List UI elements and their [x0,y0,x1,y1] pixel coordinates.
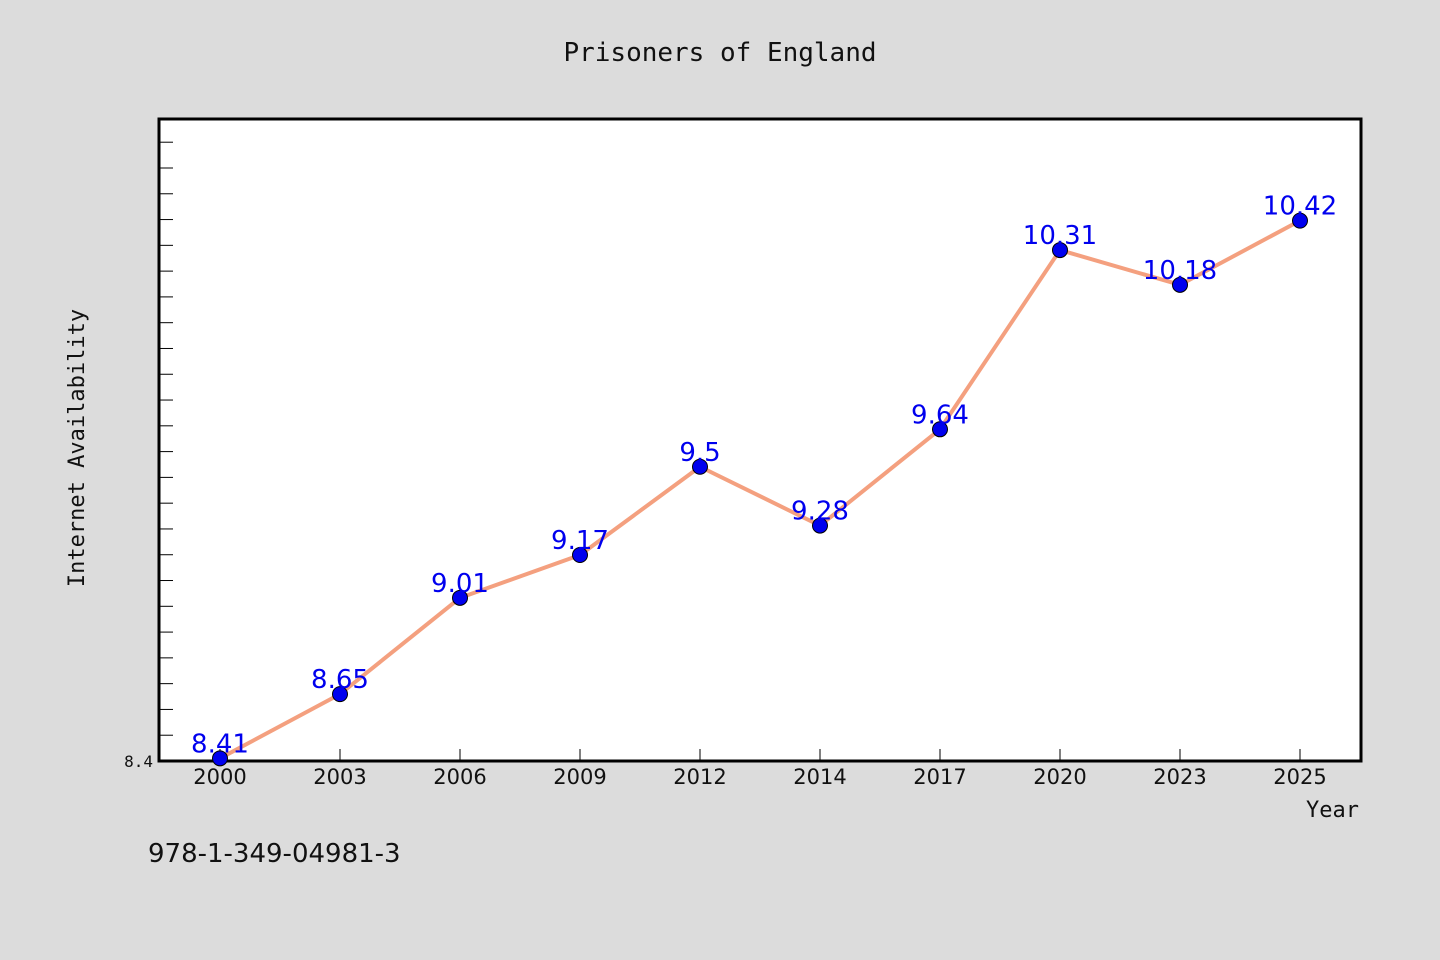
data-point [332,686,348,703]
data-label: 9.17 [551,526,609,556]
x-tick-label: 2023 [1153,765,1206,789]
y-axis-ticks: 8.4 [124,141,173,771]
y-axis-label: Internet Availability [65,309,90,587]
data-point [572,547,588,564]
data-point [692,458,708,475]
plot-area [157,117,1363,763]
chart-title: Prisoners of England [563,38,876,68]
data-point [212,750,228,767]
data-label: 10.18 [1143,256,1217,286]
x-tick-label: 2025 [1273,765,1326,789]
data-point [452,589,468,606]
data-label: 10.42 [1263,192,1337,222]
x-tick-label: 2012 [673,765,726,789]
series-line [219,218,1301,761]
series-markers-group [212,212,1308,767]
x-tick-label: 2017 [913,765,966,789]
x-tick-label: 2000 [193,765,246,789]
data-label: 9.01 [431,569,489,599]
x-tick-label: 2006 [433,765,486,789]
series-line-group [219,218,1301,761]
x-tick-label: 2009 [553,765,606,789]
data-point [1292,212,1308,229]
x-axis-ticks: 2000 2003 2006 2009 2012 2014 2017 2020 2023 2025 [193,749,1327,789]
x-axis-label: Year [1306,798,1359,823]
data-point [1172,276,1188,293]
x-tick-label: 2014 [793,765,846,789]
data-labels-group: 8.41 8.65 9.01 9.17 9.5 9.28 9.64 10.31 10.18 10.… [191,192,1337,760]
data-label: 9.5 [679,438,720,468]
data-label: 8.41 [191,729,249,759]
data-label: 8.65 [311,665,369,695]
data-point [1052,242,1068,259]
data-point [932,421,948,438]
x-tick-label: 2020 [1033,765,1086,789]
x-tick-label: 2003 [313,765,366,789]
isbn-footnote: 978-1-349-04981-3 [148,839,401,869]
data-label: 9.64 [911,400,969,430]
data-label: 10.31 [1023,221,1097,251]
data-label: 9.28 [791,497,849,527]
y-tick-label: 8.4 [124,752,153,771]
data-point [812,517,828,534]
